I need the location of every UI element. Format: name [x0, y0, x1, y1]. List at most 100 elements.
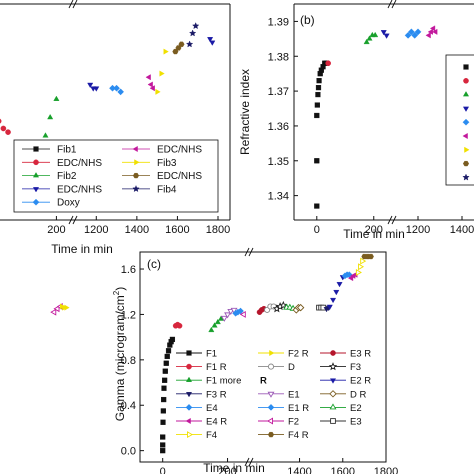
panel-b-break-top-a	[387, 0, 393, 9]
panel-c-legend-label-4: D	[288, 362, 295, 373]
panel-a-point-0-2-shape	[5, 129, 11, 135]
panel-b-y-tick-label: 1.38	[268, 51, 289, 63]
panel-c-point-0-8-shape	[162, 368, 168, 374]
panel-b-point-0-4-shape	[315, 91, 321, 98]
panel-c-point-18-2	[367, 253, 374, 260]
panel-c-legend-marker-10-shape	[267, 391, 275, 398]
panel-a-legend-marker-3-shape	[32, 187, 40, 193]
panel-b-point-4-0	[404, 31, 412, 39]
panel-c-legend-label-13: E1 R	[288, 403, 309, 414]
panel-a-legend-marker-0	[33, 146, 39, 152]
panel-c-point-14-2	[333, 289, 340, 296]
panel-a-legend-marker-4	[32, 198, 40, 206]
panel-b-legend-marker-8-shape	[462, 173, 470, 181]
panel-a-point-5-0-shape	[155, 88, 161, 95]
panel-c-legend-marker-6-shape	[185, 376, 193, 382]
panel-b-legend-box	[445, 54, 474, 186]
panel-c-legend-label-12: E4	[206, 403, 218, 414]
panel-c-break-top-a	[244, 247, 250, 257]
panel-c-y-tick-label: 0.0	[121, 446, 136, 458]
panel-b-legend-marker-4	[462, 118, 470, 126]
panel-c-point-14-0	[326, 304, 333, 310]
panel-c-point-6-2-shape	[64, 304, 70, 311]
panel-c-point-3-2-shape	[227, 309, 235, 316]
panel-b-legend-marker-1	[463, 78, 469, 84]
panel-b-point-4-1	[408, 28, 415, 36]
panel-a-point-1-2-shape	[53, 95, 60, 101]
panel-c-legend-marker-10	[267, 391, 275, 398]
panel-c-legend-marker-4-shape	[267, 363, 275, 370]
panel-b-point-2-1	[366, 35, 373, 41]
panel-c-legend-marker-19-shape	[267, 431, 275, 438]
panel-c-legend-marker-15	[185, 417, 191, 425]
panel-a-point-4-1-shape	[147, 81, 153, 88]
panel-a-legend-marker-7	[132, 172, 140, 179]
panel-b-legend-marker-5-shape	[462, 132, 468, 140]
panel-a-legend-marker-6	[134, 159, 140, 166]
panel-a-point-3-1	[113, 84, 120, 92]
panel-a-legend-marker-1	[33, 159, 39, 166]
panel-c-point-0-3	[160, 419, 166, 425]
panel-c-x-tick-label: 1400	[287, 466, 311, 474]
panel-b-y-tick-label: 1.37	[268, 86, 289, 98]
panel-a-legend-marker-5	[132, 145, 138, 153]
panel-c-point-5-0	[239, 310, 246, 318]
panel-c-legend-label-19: F4 R	[288, 430, 309, 441]
panel-c-point-0-10-shape	[164, 353, 170, 360]
panel-a-legend-label-2: Fib2	[57, 171, 77, 182]
panel-a-point-4-2	[149, 85, 155, 92]
panel-b-point-2-3	[372, 31, 379, 38]
panel-c-legend-marker-14-shape	[329, 403, 337, 410]
panel-b: (b) 1.34 1.35 1.36 1.37 1.38 1.39 0 200 1200 1400 T…	[207, 0, 474, 241]
panel-c-legend-marker-12-shape	[185, 404, 193, 411]
panel-b-point-4-2-shape	[411, 31, 419, 39]
panel-c-point-2-0	[208, 326, 215, 333]
panel-a-x-tick-label: 200	[47, 224, 65, 236]
panel-c-y-tick-label: 1.6	[121, 264, 136, 276]
panel-a-x-tick-label: 1400	[125, 224, 149, 236]
panel-c-point-3-0	[220, 315, 228, 322]
panel-c-point-0-3-shape	[160, 419, 166, 425]
panel-c-point-0-4	[160, 408, 166, 414]
panel-b-legend-marker-3	[462, 106, 470, 112]
panel-c-x-label: Time in min	[203, 461, 265, 474]
panel-c-point-0-2	[160, 434, 166, 440]
panel-c-point-5-2	[53, 305, 60, 313]
panel-b-point-3-2	[207, 37, 214, 43]
panel-b-point-3-1	[383, 33, 390, 39]
panel-c-legend-marker-9-shape	[185, 392, 193, 398]
panel-b-point-4-2	[411, 31, 419, 39]
panel-b-point-2-0	[363, 38, 370, 45]
panel-b-point-3-3-shape	[209, 40, 216, 46]
panel-c-legend-label-0: F1	[206, 349, 217, 360]
panel-c-legend-marker-16	[266, 417, 273, 425]
panel-b-break-bottom-a	[387, 215, 393, 225]
panel-c-legend-marker-17-shape	[330, 418, 336, 424]
panel-c-point-14-1-shape	[330, 297, 337, 304]
panel-c-point-0-1	[160, 442, 166, 448]
panel-b-legend-marker-2	[462, 91, 470, 97]
panel-b-point-3-1-shape	[383, 33, 390, 39]
panel-c-point-0-14	[169, 336, 176, 343]
panel-c-point-0-10	[164, 353, 170, 360]
panel-a-legend-marker-1-shape	[33, 159, 39, 166]
panel-b-point-3-0	[380, 30, 387, 36]
panel-c-legend-marker-11	[329, 390, 337, 398]
panel-b-break-bottom-b	[391, 215, 397, 225]
panel-c-point-1-2	[176, 322, 183, 329]
panel-a-legend-marker-0-shape	[33, 146, 39, 152]
panel-c-legend-marker-3	[186, 363, 192, 370]
panel-c-point-0-14-shape	[169, 336, 176, 343]
panel-a-point-5-2-shape	[163, 48, 169, 55]
panel-c-legend-marker-18-shape	[187, 431, 194, 439]
panel-c-point-17-2-shape	[360, 257, 367, 265]
panel-c-point-4-2	[237, 307, 244, 315]
panel-c: (c) 0.0 0.4 0.8 1.2 1.6 0 200 1400 1600 1800 Time i…	[50, 247, 398, 474]
panel-a-legend-marker-8-shape	[132, 185, 140, 192]
panel-b-point-4-3	[414, 28, 422, 36]
panel-b-point-0-1-shape	[314, 158, 320, 164]
panel-c-legend-marker-17	[330, 418, 336, 424]
panel-b-point-2-1-shape	[366, 35, 373, 41]
panel-a-point-6-2-shape	[178, 41, 185, 47]
panel-b-point-4-1-shape	[408, 28, 415, 36]
